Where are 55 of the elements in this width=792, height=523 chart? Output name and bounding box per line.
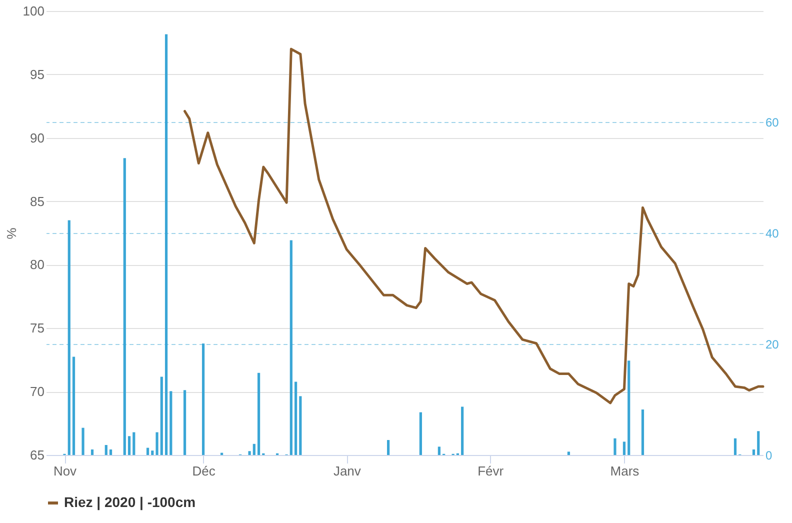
bar <box>757 431 760 455</box>
y2-tick-label: 60 <box>766 116 780 130</box>
x-tick-label: Févr <box>478 464 504 478</box>
bar <box>622 442 626 455</box>
bar <box>290 240 292 455</box>
bar <box>68 220 70 455</box>
bar <box>82 428 84 455</box>
bar <box>109 449 112 455</box>
y-tick-label: 65 <box>30 448 44 462</box>
bar <box>257 372 260 455</box>
line-series <box>184 48 764 404</box>
x-tick-label: Nov <box>53 464 78 478</box>
y2-tick-label: 40 <box>766 226 780 240</box>
bar <box>170 391 172 455</box>
bar <box>90 449 94 455</box>
bar <box>164 34 168 455</box>
bar <box>614 438 616 455</box>
bar <box>438 446 440 455</box>
y-tick-label: 95 <box>30 66 44 82</box>
bar <box>628 360 630 455</box>
legend-label: Riez | 2020 | -100cm <box>64 494 196 511</box>
y-tick-label: 75 <box>30 320 44 336</box>
bar <box>248 451 251 455</box>
x-tick-label: Janv <box>333 464 362 478</box>
y-tick-label: 90 <box>30 130 44 146</box>
x-tick-label: Déc <box>192 464 216 478</box>
bar <box>128 436 131 455</box>
y-tick-label: 85 <box>30 194 44 209</box>
bar <box>202 343 205 455</box>
bar <box>183 390 186 455</box>
bar <box>294 382 298 455</box>
bar <box>252 444 256 455</box>
bar <box>567 452 570 455</box>
bar <box>387 440 390 455</box>
bar <box>641 409 644 455</box>
y2-tick-label: 0 <box>766 448 772 462</box>
bar <box>156 432 158 455</box>
bar <box>123 158 126 455</box>
bar <box>132 432 136 455</box>
bar <box>734 438 737 455</box>
bar <box>146 448 150 455</box>
y2-tick-label: 20 <box>766 338 780 352</box>
y-tick-label: 70 <box>30 384 44 400</box>
bar <box>160 376 163 455</box>
bar <box>461 406 464 455</box>
bar <box>419 412 422 455</box>
y-tick-label: 100 <box>22 4 44 18</box>
y-axis-title: % <box>4 227 19 240</box>
y-tick-label: 80 <box>30 257 44 272</box>
bar <box>752 449 756 455</box>
x-tick-label: Mars <box>610 464 640 478</box>
bar <box>104 445 108 455</box>
bar <box>299 396 302 455</box>
bar <box>151 450 154 455</box>
bar <box>72 356 76 455</box>
